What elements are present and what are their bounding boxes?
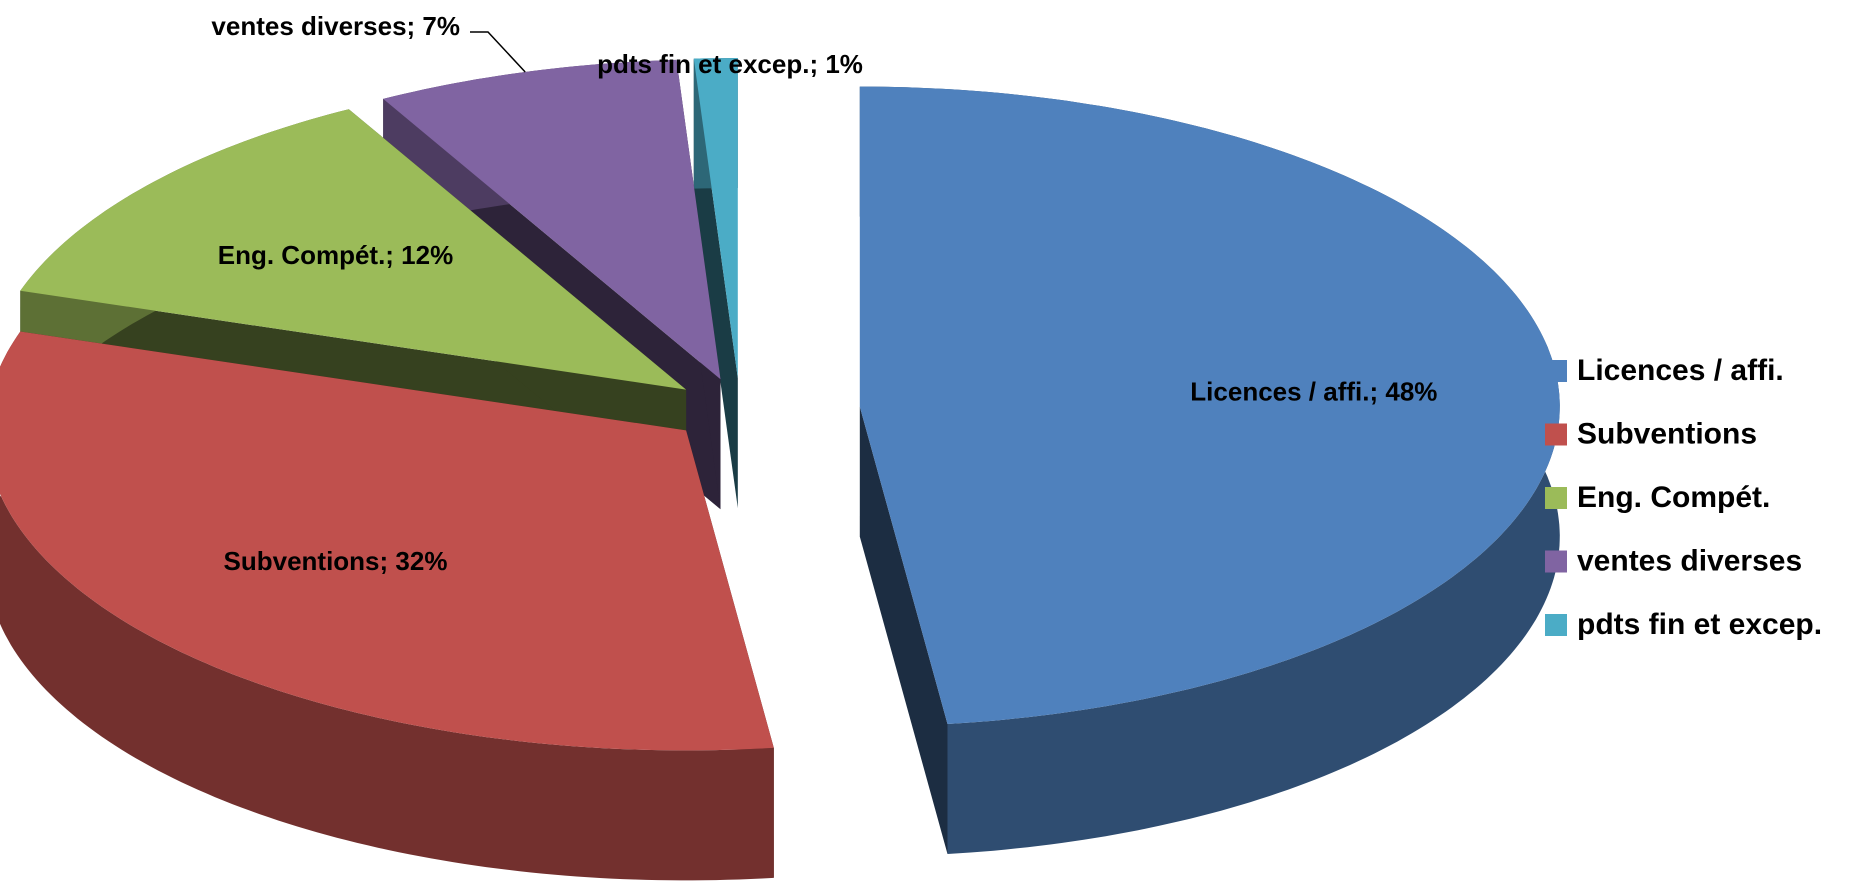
legend-swatch xyxy=(1545,423,1567,446)
slice xyxy=(693,58,738,378)
legend-swatch xyxy=(1545,550,1567,573)
slice xyxy=(383,59,721,380)
slice xyxy=(0,331,774,751)
legend-label: Subventions xyxy=(1577,417,1757,450)
slice xyxy=(859,86,1560,725)
data-label: ventes diverses; 7% xyxy=(211,11,460,41)
legend-label: Licences / affi. xyxy=(1577,354,1784,387)
data-label: Licences / affi.; 48% xyxy=(1190,376,1437,406)
leader-line xyxy=(470,31,526,73)
slice xyxy=(20,109,687,390)
legend-label: Eng. Compét. xyxy=(1577,481,1770,514)
legend-swatch xyxy=(1545,360,1567,382)
data-label: Eng. Compét.; 12% xyxy=(218,240,453,270)
legend-label: pdts fin et excep. xyxy=(1577,608,1822,641)
legend-swatch xyxy=(1545,487,1567,509)
legend-swatch xyxy=(1545,614,1567,636)
data-label: pdts fin et excep.; 1% xyxy=(597,49,863,79)
legend-label: ventes diverses xyxy=(1577,544,1802,577)
data-label: Subventions; 32% xyxy=(224,546,448,576)
slice-wall xyxy=(0,331,774,881)
slice-side xyxy=(859,406,948,854)
